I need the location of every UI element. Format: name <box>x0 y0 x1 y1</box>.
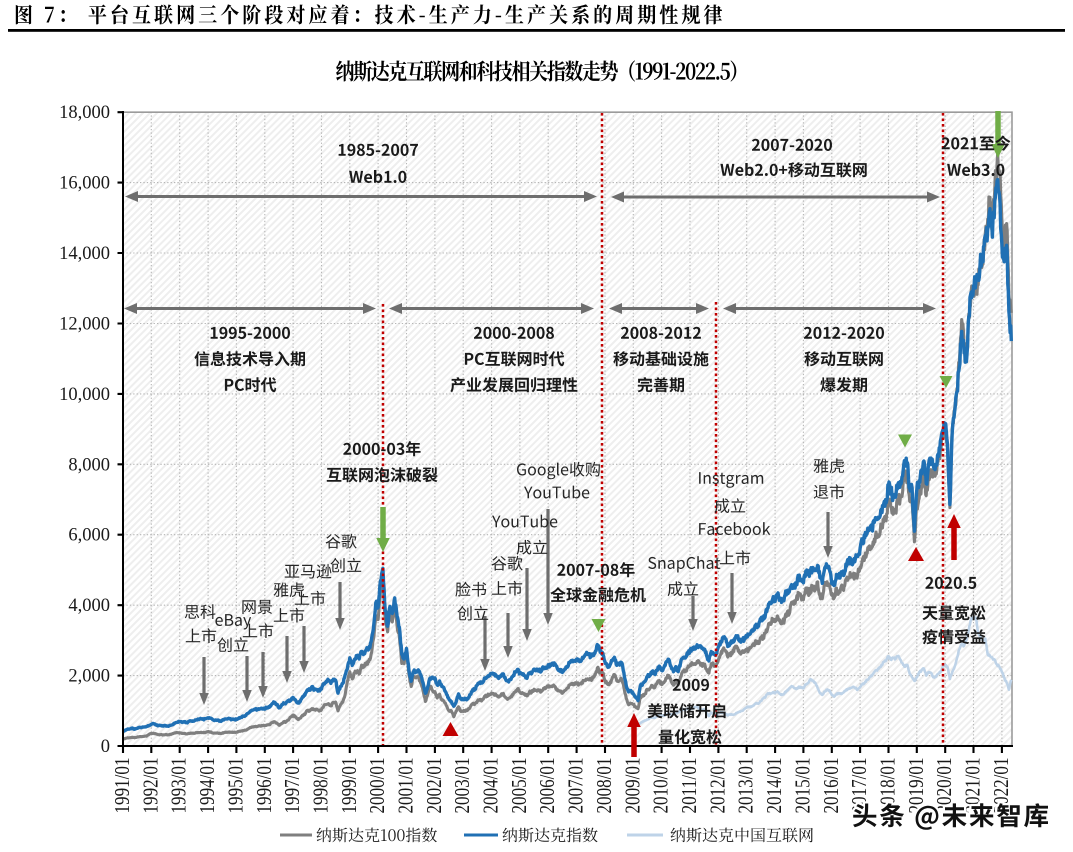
svg-text:2016/01: 2016/01 <box>819 758 843 814</box>
svg-text:8,000: 8,000 <box>68 455 110 475</box>
svg-text:16,000: 16,000 <box>59 174 110 194</box>
svg-text:2008/01: 2008/01 <box>592 758 616 814</box>
svg-text:2,000: 2,000 <box>68 667 110 687</box>
svg-text:2010/01: 2010/01 <box>649 758 673 814</box>
svg-text:1996/01: 1996/01 <box>252 758 276 814</box>
svg-text:18,000: 18,000 <box>59 103 110 123</box>
svg-text:1992/01: 1992/01 <box>138 758 162 814</box>
svg-text:10,000: 10,000 <box>59 385 110 405</box>
svg-text:2014/01: 2014/01 <box>762 758 786 814</box>
svg-text:0: 0 <box>101 737 110 757</box>
svg-text:2013/01: 2013/01 <box>734 758 758 814</box>
svg-text:2000/01: 2000/01 <box>365 758 389 814</box>
svg-text:4,000: 4,000 <box>68 596 110 616</box>
svg-text:14,000: 14,000 <box>59 244 110 264</box>
svg-text:1999/01: 1999/01 <box>337 758 361 814</box>
svg-text:1998/01: 1998/01 <box>309 758 333 814</box>
svg-text:2005/01: 2005/01 <box>507 758 531 814</box>
svg-text:2015/01: 2015/01 <box>790 758 814 814</box>
svg-text:12,000: 12,000 <box>59 315 110 335</box>
svg-text:2007/01: 2007/01 <box>564 758 588 814</box>
svg-text:1991/01: 1991/01 <box>110 758 134 814</box>
svg-text:2012/01: 2012/01 <box>705 758 729 814</box>
svg-text:2004/01: 2004/01 <box>479 758 503 814</box>
svg-text:6,000: 6,000 <box>68 526 110 546</box>
svg-text:2019/01: 2019/01 <box>904 758 928 814</box>
svg-text:2003/01: 2003/01 <box>450 758 474 814</box>
svg-text:1993/01: 1993/01 <box>167 758 191 814</box>
svg-text:1995/01: 1995/01 <box>223 758 247 814</box>
svg-text:2011/01: 2011/01 <box>677 758 701 814</box>
svg-text:2001/01: 2001/01 <box>394 758 418 814</box>
svg-text:2006/01: 2006/01 <box>535 758 559 814</box>
svg-text:1997/01: 1997/01 <box>280 758 304 814</box>
svg-text:1994/01: 1994/01 <box>195 758 219 814</box>
svg-text:2002/01: 2002/01 <box>422 758 446 814</box>
svg-text:2009/01: 2009/01 <box>620 758 644 814</box>
